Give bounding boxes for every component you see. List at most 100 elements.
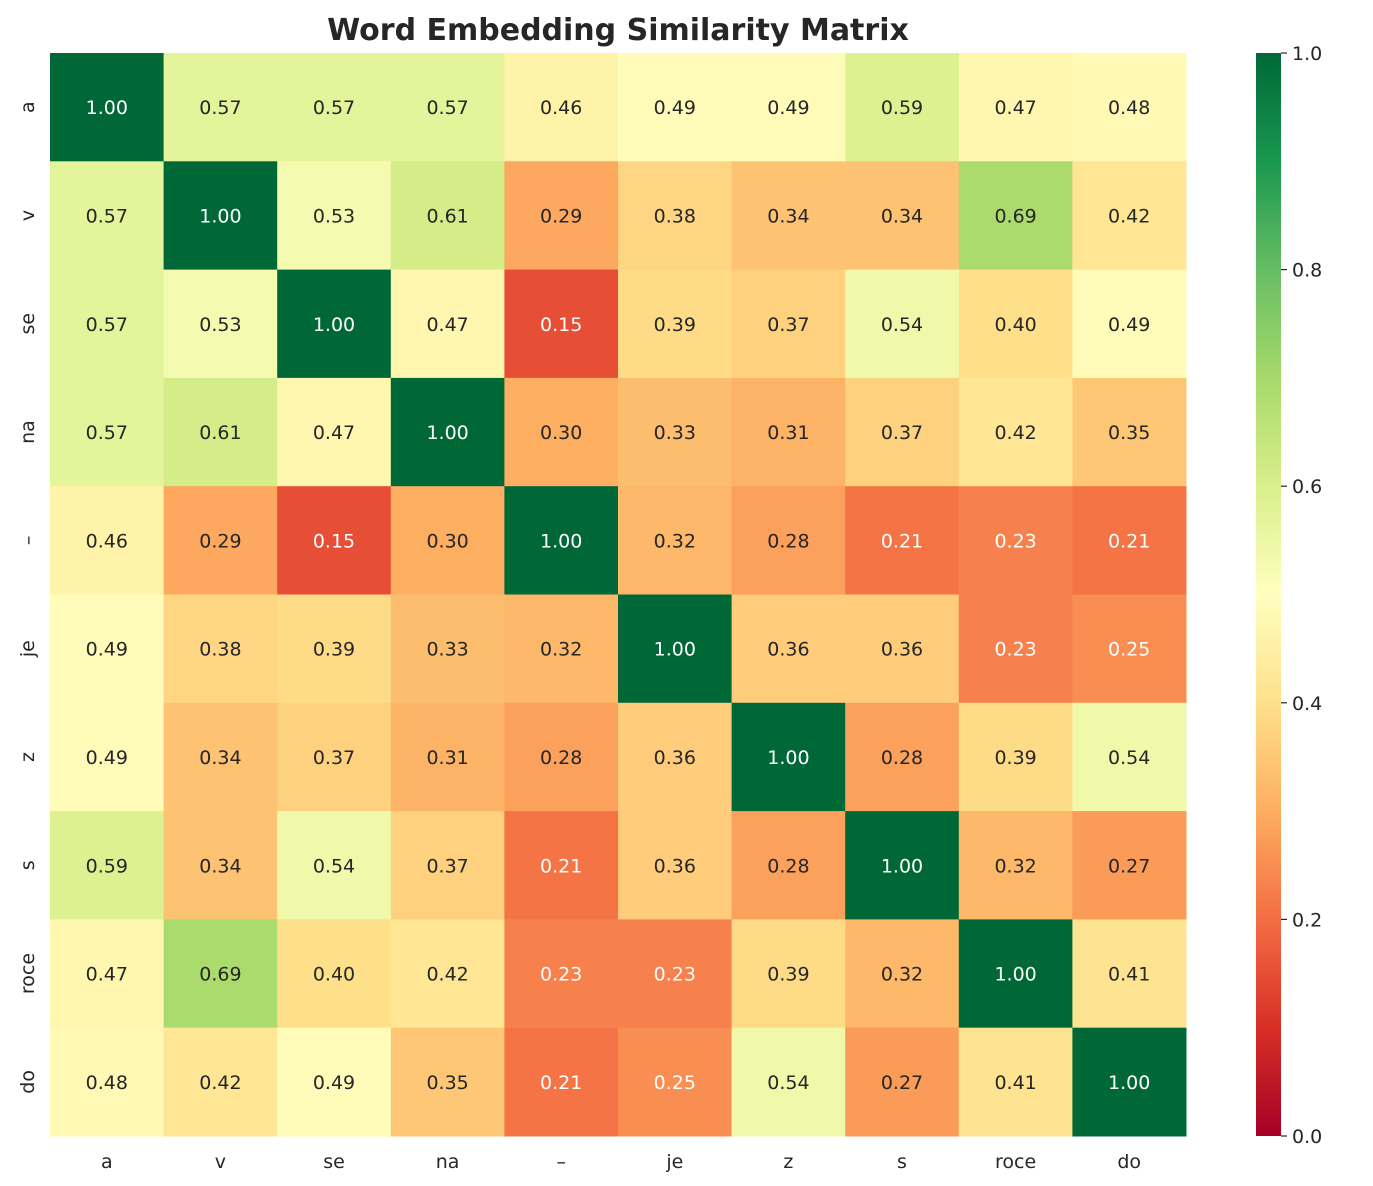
heatmap-cell bbox=[277, 377, 392, 487]
cell-value-label: 0.40 bbox=[994, 314, 1036, 336]
y-tick-label: se bbox=[17, 313, 39, 335]
cell-value-label: 0.57 bbox=[199, 97, 241, 119]
y-tick-label: roce bbox=[17, 953, 39, 994]
heatmap-cell bbox=[50, 1027, 165, 1137]
cell-value-label: 0.23 bbox=[994, 639, 1036, 661]
cell-value-label: 0.49 bbox=[767, 97, 809, 119]
x-tick-label: se bbox=[323, 1151, 345, 1173]
heatmap-cell bbox=[50, 269, 165, 379]
cell-value-label: 0.23 bbox=[994, 530, 1036, 552]
heatmap-cell bbox=[390, 486, 505, 595]
heatmap-cell bbox=[845, 1027, 960, 1137]
heatmap-cell bbox=[618, 594, 733, 704]
x-tick-label: s bbox=[897, 1151, 907, 1173]
heatmap-cell bbox=[50, 594, 165, 704]
cell-value-label: 0.36 bbox=[767, 639, 809, 661]
heatmap-cell bbox=[504, 1027, 619, 1137]
heatmap-cell bbox=[50, 53, 165, 162]
cell-value-label: 0.49 bbox=[654, 97, 696, 119]
cell-value-label: 0.53 bbox=[313, 205, 355, 227]
cell-value-label: 0.32 bbox=[654, 530, 696, 552]
cell-value-label: 0.36 bbox=[881, 639, 923, 661]
cell-value-label: 0.54 bbox=[767, 1072, 809, 1094]
heatmap-cell bbox=[958, 919, 1073, 1029]
heatmap-cell bbox=[731, 1027, 846, 1137]
cell-value-label: 0.37 bbox=[426, 855, 468, 877]
cell-value-label: 0.42 bbox=[199, 1072, 241, 1094]
heatmap-cell bbox=[390, 269, 505, 379]
heatmap-cell bbox=[1072, 1027, 1187, 1137]
cell-value-label: 1.00 bbox=[1108, 1072, 1150, 1094]
heatmap-cell bbox=[163, 161, 278, 271]
heatmap-cell bbox=[958, 594, 1073, 704]
y-tick-label: na bbox=[17, 420, 39, 444]
cell-value-label: 0.31 bbox=[426, 747, 468, 769]
heatmap-cell bbox=[50, 486, 165, 595]
cell-value-label: 0.15 bbox=[313, 530, 355, 552]
cell-value-label: 0.21 bbox=[881, 530, 923, 552]
heatmap-cell bbox=[163, 269, 278, 379]
heatmap-cell bbox=[1072, 269, 1187, 379]
cell-value-label: 0.69 bbox=[994, 205, 1036, 227]
colorbar-tick-label: 0.2 bbox=[1292, 909, 1322, 931]
cell-value-label: 1.00 bbox=[86, 97, 128, 119]
cell-value-label: 0.47 bbox=[994, 97, 1036, 119]
heatmap-cell bbox=[390, 594, 505, 704]
heatmap-cell bbox=[390, 1027, 505, 1137]
cell-value-label: 0.42 bbox=[994, 422, 1036, 444]
cell-value-label: 0.34 bbox=[199, 747, 241, 769]
colorbar-tick-label: 0.0 bbox=[1292, 1126, 1322, 1148]
y-tick-label: z bbox=[17, 752, 39, 762]
cell-value-label: 0.39 bbox=[767, 964, 809, 986]
cell-value-label: 0.35 bbox=[1108, 422, 1150, 444]
cell-value-label: 0.49 bbox=[313, 1072, 355, 1094]
heatmap-cell bbox=[390, 919, 505, 1029]
x-tick-label: roce bbox=[995, 1151, 1036, 1173]
cell-value-label: 0.37 bbox=[767, 314, 809, 336]
cell-value-label: 1.00 bbox=[199, 205, 241, 227]
heatmap-cell bbox=[163, 486, 278, 595]
heatmap-cell bbox=[845, 919, 960, 1029]
heatmap-cell bbox=[618, 161, 733, 271]
heatmap-cell bbox=[504, 377, 619, 487]
cell-value-label: 0.33 bbox=[426, 639, 468, 661]
heatmap-cell bbox=[1072, 594, 1187, 704]
cell-value-label: 0.41 bbox=[1108, 964, 1150, 986]
cell-value-label: 0.28 bbox=[767, 530, 809, 552]
heatmap-cell bbox=[845, 377, 960, 487]
heatmap-cell bbox=[1072, 811, 1187, 920]
heatmap-cell bbox=[731, 53, 846, 162]
cell-value-label: 0.38 bbox=[199, 639, 241, 661]
cell-value-label: 0.48 bbox=[86, 1072, 128, 1094]
cell-value-label: 0.28 bbox=[881, 747, 923, 769]
cell-value-label: 0.34 bbox=[199, 855, 241, 877]
y-tick-label: – bbox=[17, 536, 39, 546]
cell-value-label: 0.27 bbox=[1108, 855, 1150, 877]
colorbar-tick-label: 0.4 bbox=[1292, 693, 1322, 715]
heatmap-cell bbox=[277, 53, 392, 162]
cell-value-label: 0.42 bbox=[1108, 205, 1150, 227]
cell-value-label: 0.32 bbox=[881, 964, 923, 986]
heatmap-cell bbox=[163, 702, 278, 812]
cell-value-label: 0.41 bbox=[994, 1072, 1036, 1094]
heatmap-cell bbox=[958, 161, 1073, 271]
heatmap-cell bbox=[50, 377, 165, 487]
cell-value-label: 0.57 bbox=[426, 97, 468, 119]
heatmap-cell bbox=[845, 811, 960, 920]
heatmap-cell bbox=[618, 1027, 733, 1137]
cell-value-label: 0.69 bbox=[199, 964, 241, 986]
x-tick-label: je bbox=[665, 1151, 683, 1173]
cell-value-label: 0.23 bbox=[654, 964, 696, 986]
cell-value-label: 0.38 bbox=[654, 205, 696, 227]
cell-value-label: 0.21 bbox=[1108, 530, 1150, 552]
heatmap-cell bbox=[277, 486, 392, 595]
cell-value-label: 0.47 bbox=[313, 422, 355, 444]
heatmap-cell bbox=[845, 594, 960, 704]
heatmap-cell bbox=[731, 594, 846, 704]
cell-value-label: 0.54 bbox=[313, 855, 355, 877]
colorbar-tick-label: 0.8 bbox=[1292, 260, 1322, 282]
heatmap-cell bbox=[50, 919, 165, 1029]
y-tick-label: je bbox=[17, 640, 39, 658]
heatmap-cell bbox=[845, 53, 960, 162]
heatmap-cell bbox=[390, 53, 505, 162]
